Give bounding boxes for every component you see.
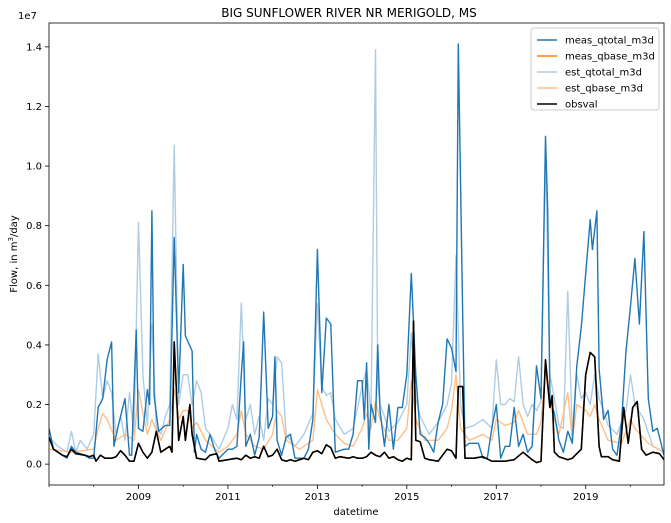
series-line-meas_qtotal_m3d [49,43,664,459]
x-tick-label: 2011 [215,492,240,503]
legend-label-meas_qtotal_m3d: meas_qtotal_m3d [565,36,654,47]
y-axis: 0.0 0.2 0.4 0.6 0.8 1.0 1.2 1.4 [26,42,49,471]
x-axis: 2009 2011 2013 2015 2017 2019 [48,485,631,503]
series-line-est_qtotal_m3d [49,49,664,453]
legend-label-obsval: obsval [565,100,598,111]
series-layer [49,43,664,464]
chart-title: BIG SUNFLOWER RIVER NR MERIGOLD, MS [221,6,477,20]
y-axis-title-superscript: 3 [7,237,15,241]
legend: meas_qtotal_m3d meas_qbase_m3d est_qtotal_… [530,27,660,111]
y-tick-label: 1.0 [26,162,42,173]
legend-label-est_qtotal_m3d: est_qtotal_m3d [565,68,642,79]
y-axis-title-tail: /day [9,215,20,237]
x-axis-title: datetime [333,507,378,518]
series-line-obsval [49,320,664,464]
y-tick-label: 0.2 [26,400,42,411]
x-tick-label: 2009 [126,492,151,503]
y-tick-label: 0.6 [26,281,42,292]
y-axis-title-main: Flow, in m [9,242,20,293]
legend-label-meas_qbase_m3d: meas_qbase_m3d [565,52,655,63]
y-axis-title: Flow, in m3/day [7,215,20,293]
y-tick-label: 1.4 [26,42,42,53]
y-tick-label: 0.4 [26,340,42,351]
x-tick-label: 2019 [573,492,598,503]
y-tick-label: 0.0 [26,460,42,471]
legend-label-est_qbase_m3d: est_qbase_m3d [565,84,643,95]
x-tick-label: 2013 [305,492,330,503]
x-tick-label: 2015 [394,492,419,503]
plot-frame [48,22,665,486]
y-offset-text: 1e7 [18,11,37,22]
legend-box [530,27,660,111]
x-tick-label: 2017 [484,492,509,503]
y-tick-label: 1.2 [26,102,42,113]
y-tick-label: 0.8 [26,221,42,232]
